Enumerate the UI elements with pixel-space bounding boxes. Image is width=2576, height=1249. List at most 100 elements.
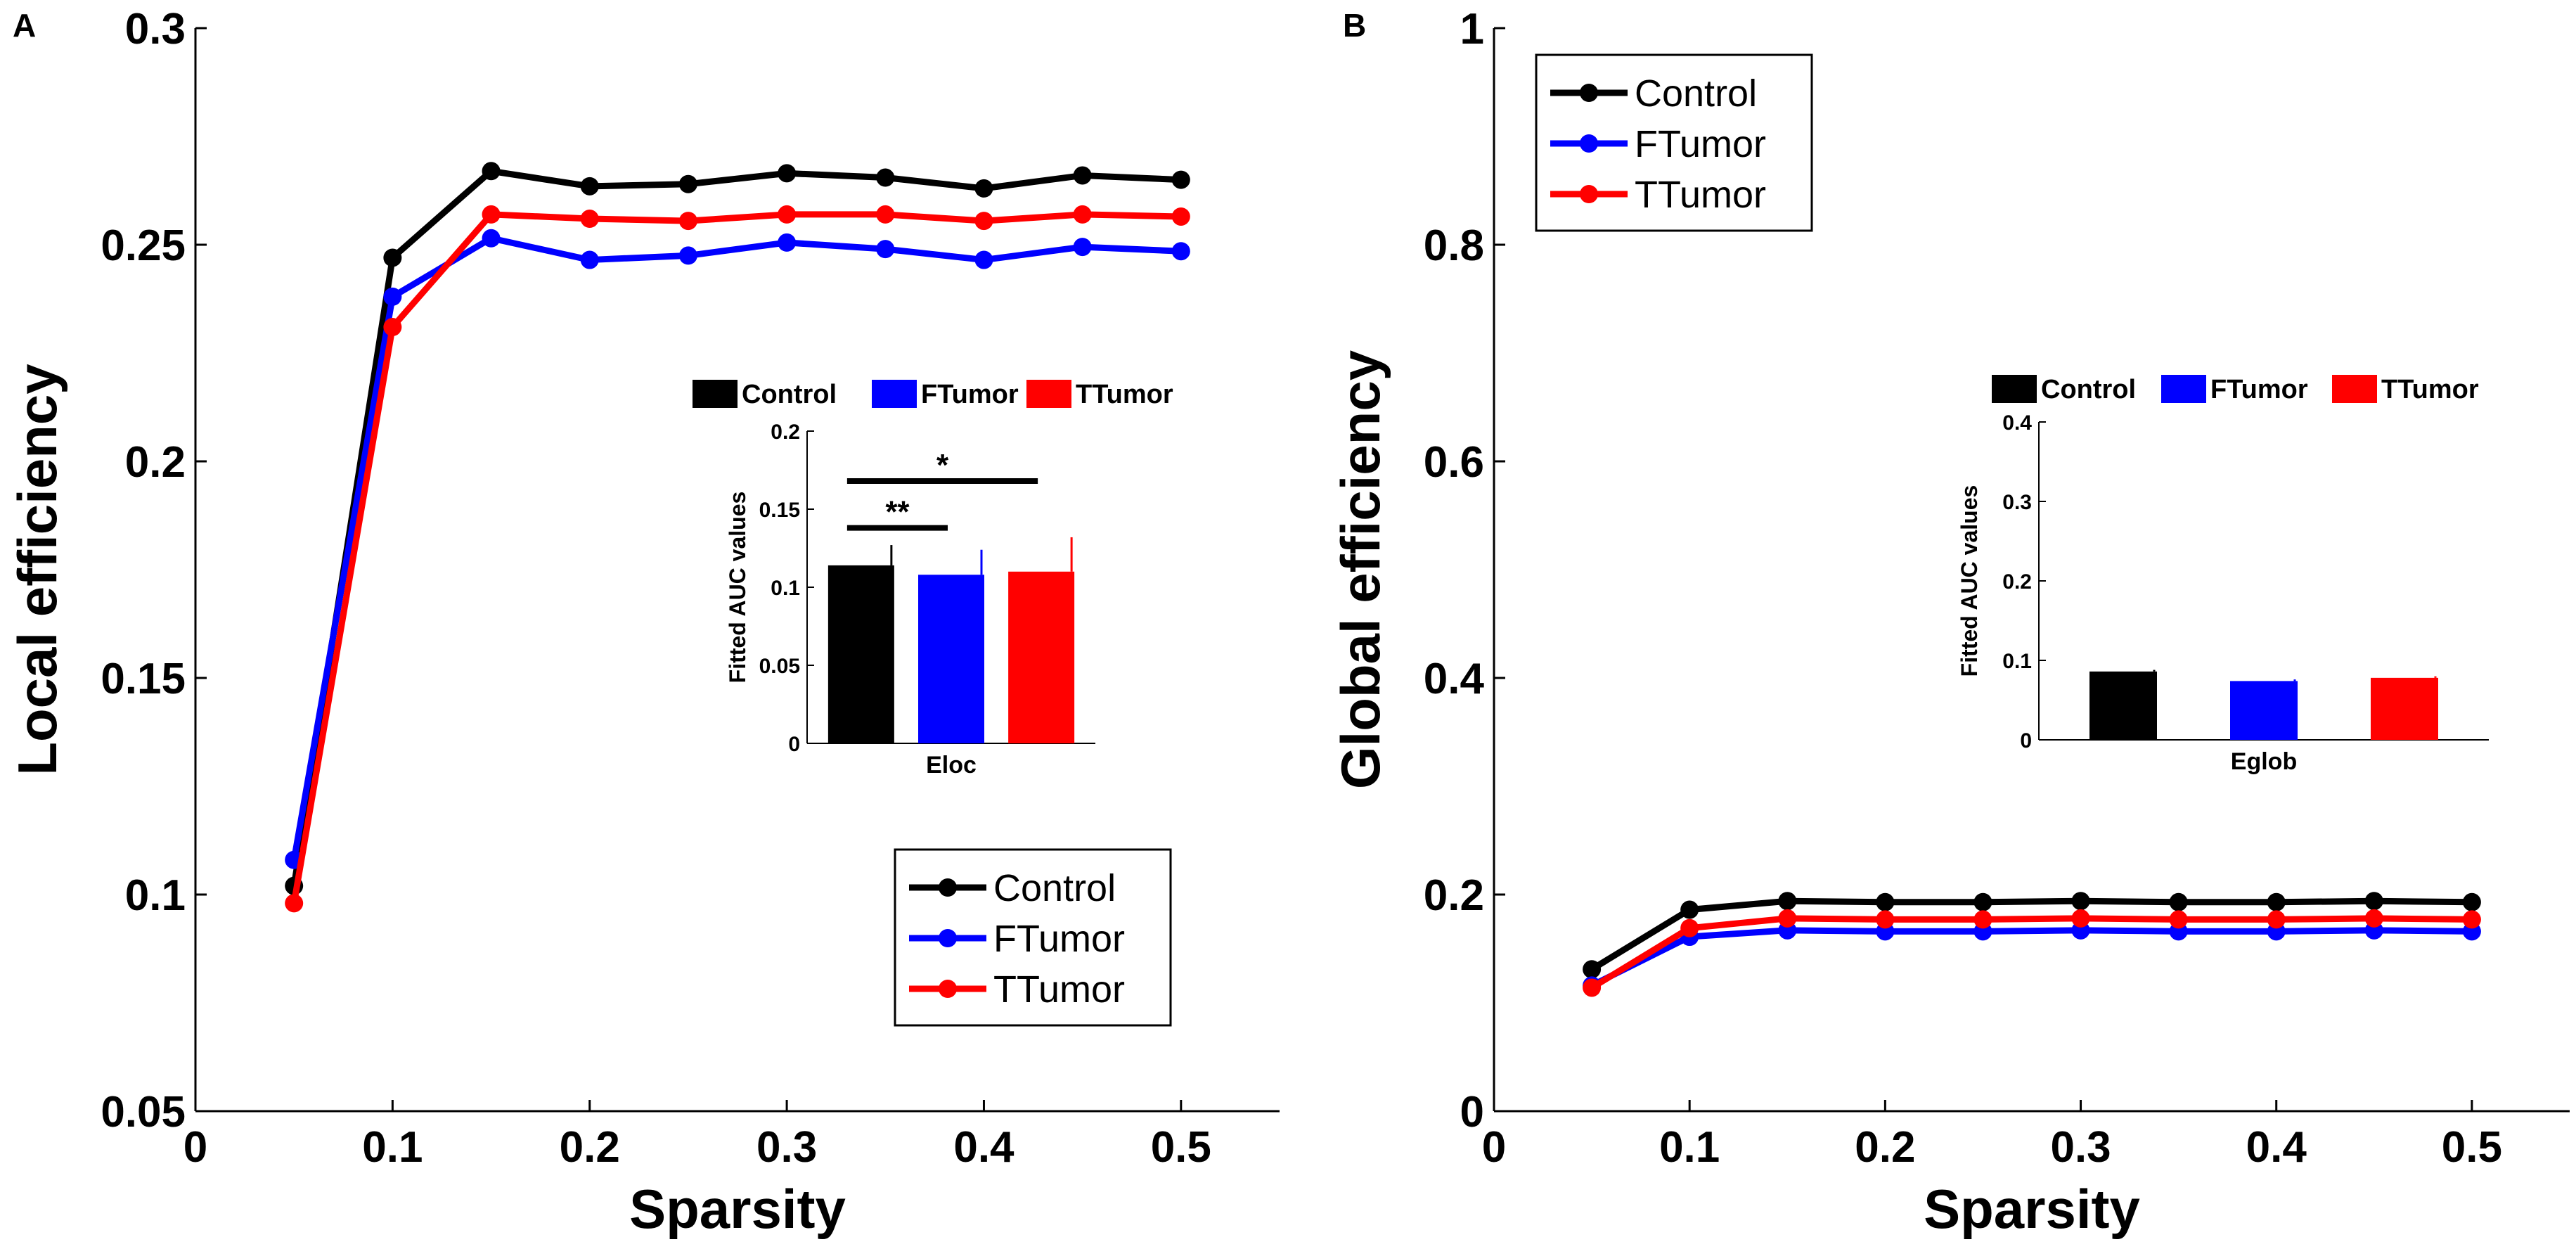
data-point <box>2364 892 2383 911</box>
legend: Control FTumor TTumor <box>1535 53 1813 232</box>
data-point <box>876 205 895 224</box>
significance-label: * <box>936 448 949 482</box>
legend-box <box>894 848 1172 1027</box>
series-line <box>290 167 1182 887</box>
data-point <box>778 164 797 183</box>
data-point <box>1171 207 1190 226</box>
inset-y-tick-label: 0.2 <box>771 421 800 444</box>
inset-legend-swatch <box>2332 375 2377 403</box>
data-point <box>482 162 501 181</box>
inset-y-tick-label: 0.1 <box>2002 650 2032 673</box>
panel-letter: A <box>13 7 36 44</box>
legend-label: TTumor <box>1635 174 1766 216</box>
y-tick-label: 1 <box>1460 5 1484 53</box>
series-ftumor <box>1583 921 2481 995</box>
data-point <box>1876 910 1895 929</box>
data-point <box>778 233 797 252</box>
y-tick-label: 0.1 <box>125 871 186 920</box>
legend-marker <box>1580 84 1598 102</box>
legend-label: FTumor <box>1635 123 1766 165</box>
data-point <box>2169 910 2188 929</box>
inset-y-tick-label: 0.05 <box>759 655 800 678</box>
legend: Control FTumor TTumor <box>894 848 1172 1027</box>
series-ttumor <box>1583 909 2481 997</box>
data-point <box>778 205 797 224</box>
y-tick-label: 0.6 <box>1424 438 1484 487</box>
panel-b: B 0 0.2 0.4 0.6 0.8 1 0 0.1 0.2 0.3 0.4 0.5 Sparsity G… <box>1329 5 2570 1240</box>
inset-bar-chart: Control FTumor TTumor00.050.10.150.2***Elo… <box>693 380 1173 779</box>
data-point <box>580 210 599 229</box>
data-point <box>974 179 993 198</box>
x-tick-label: 0 <box>1482 1123 1506 1172</box>
inset-y-tick-label: 0 <box>2020 729 2032 752</box>
data-point <box>2267 892 2286 911</box>
data-point <box>678 246 697 265</box>
x-tick-label: 0.1 <box>362 1123 423 1172</box>
data-point <box>482 229 501 248</box>
inset-bar-control <box>827 565 894 743</box>
data-point <box>1583 960 1602 979</box>
inset-y-tick-label: 0.4 <box>2002 411 2032 435</box>
legend-label: Control <box>1635 72 1757 115</box>
legend-label: Control <box>993 867 1116 909</box>
inset-bar-ttumor <box>2371 677 2438 740</box>
inset-legend-swatch <box>1992 375 2037 403</box>
data-point <box>383 287 402 306</box>
panel-letter: B <box>1343 7 1366 44</box>
y-tick-label: 0.2 <box>125 438 186 487</box>
x-tick-label: 0.2 <box>1855 1123 1915 1172</box>
data-point <box>876 240 895 259</box>
legend-marker <box>939 929 957 947</box>
data-point <box>1171 170 1190 189</box>
series-line <box>290 211 1181 904</box>
data-point <box>1973 910 1992 929</box>
data-point <box>1778 909 1797 928</box>
series-ttumor <box>285 205 1190 913</box>
data-point <box>2071 909 2090 928</box>
data-point <box>1973 892 1992 911</box>
legend-marker <box>1580 134 1598 153</box>
data-point <box>1583 978 1602 997</box>
legend-marker <box>939 878 957 897</box>
legend-label: TTumor <box>993 968 1125 1011</box>
data-point <box>580 250 599 269</box>
inset-bar-ftumor <box>2230 681 2298 740</box>
series-line <box>1590 915 2472 991</box>
data-point <box>383 248 402 267</box>
inset-legend-label: TTumor <box>2381 375 2479 404</box>
data-point <box>1073 166 1092 185</box>
series-line <box>1590 927 2472 989</box>
inset-y-axis-label: Fitted AUC values <box>1957 485 1982 677</box>
panel-a: A 0.05 0.1 0.15 0.2 0.25 0.3 0 0.1 0.2 0.3 0.4 0.5 Sp… <box>6 5 1280 1240</box>
data-point <box>678 212 697 231</box>
inset-legend-label: FTumor <box>2210 375 2308 404</box>
data-point <box>482 205 501 224</box>
data-point <box>1680 900 1699 919</box>
legend-marker <box>1580 185 1598 203</box>
inset-bar-ftumor <box>918 575 984 743</box>
inset-bar-chart: Control FTumor TTumor 0 0.1 0.2 0.3 0.4 Eglob Fit… <box>1957 375 2489 775</box>
inset-x-axis-label: Eloc <box>926 752 977 779</box>
y-tick-label: 0.3 <box>125 5 186 53</box>
inset-bar-control <box>2089 671 2157 740</box>
data-point <box>974 212 993 231</box>
inset-y-axis-label: Fitted AUC values <box>725 492 750 684</box>
x-tick-label: 0.3 <box>756 1123 817 1172</box>
inset-legend-label: Control <box>2041 375 2136 404</box>
x-tick-label: 0 <box>183 1123 207 1172</box>
legend-label: FTumor <box>993 918 1125 960</box>
x-tick-label: 0.4 <box>953 1123 1015 1172</box>
y-tick-label: 0.4 <box>1424 655 1485 703</box>
data-point <box>1876 892 1895 911</box>
data-point <box>1680 918 1699 937</box>
series-line <box>1590 897 2472 973</box>
x-tick-label: 0.4 <box>2246 1123 2307 1172</box>
y-axis-label: Local efficiency <box>6 364 68 775</box>
data-point <box>2169 892 2188 911</box>
data-point <box>974 250 993 269</box>
y-axis-label: Global efficiency <box>1329 350 1391 789</box>
y-tick-label: 0.15 <box>101 655 186 703</box>
inset-x-axis-label: Eglob <box>2231 748 2297 775</box>
data-point <box>2267 910 2286 929</box>
